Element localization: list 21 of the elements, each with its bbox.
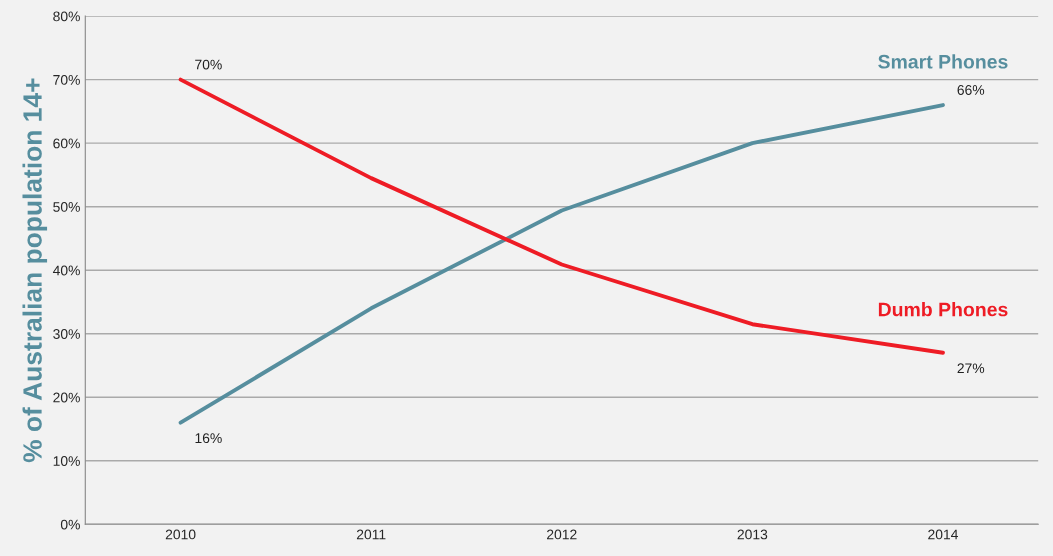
y-tick-label: 20% xyxy=(53,392,80,403)
y-tick-label: 70% xyxy=(53,74,80,85)
text: Smart Phones xyxy=(878,54,1008,69)
x-tick-label: 2010 xyxy=(165,529,196,540)
y-tick-label: 10% xyxy=(53,456,80,466)
x-tick-label: 2013 xyxy=(737,529,768,540)
data-label: 27% xyxy=(957,363,985,374)
y-tick-label: 30% xyxy=(53,329,80,339)
y-tick-label: 40% xyxy=(52,265,80,276)
y-tick-label: 0% xyxy=(60,519,80,530)
y-axis-title: % of Australian population 14+ xyxy=(22,78,48,463)
data-label: 70% xyxy=(195,59,222,70)
x-tick-label: 2011 xyxy=(356,529,386,540)
y-tick-label: 50% xyxy=(53,202,80,212)
y-tick-label: 80% xyxy=(53,11,80,22)
x-tick-label: 2012 xyxy=(547,529,577,540)
data-label: 16% xyxy=(195,433,222,444)
y-tick-label: 60% xyxy=(53,138,80,149)
series-label: Dumb Phones xyxy=(878,302,1008,317)
data-label: 66% xyxy=(957,85,985,95)
x-tick-label: 2014 xyxy=(928,529,959,540)
